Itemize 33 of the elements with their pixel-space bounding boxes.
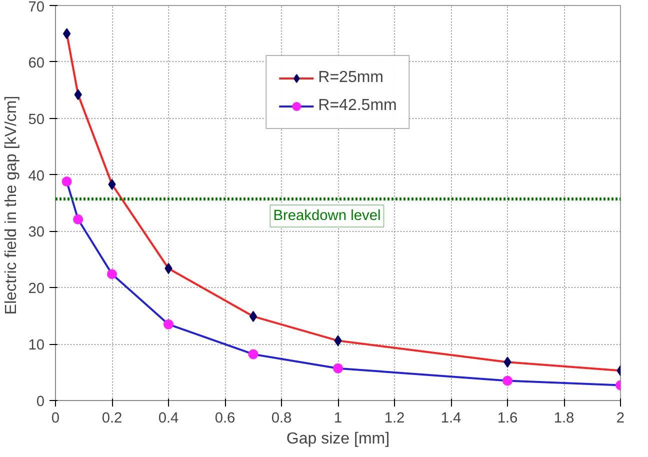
point [62,28,71,40]
y-axis-title: Electric field in the gap [kV/cm] [3,96,20,315]
x-tick-label: 2 [616,410,625,426]
x-tick-label: 0.4 [158,410,179,426]
y-tick-label: 60 [28,55,45,72]
x-tick-label: 1.8 [554,410,574,426]
point [164,319,174,330]
x-axis-title: Gap size [mm] [286,430,390,448]
point [73,214,84,224]
point [107,269,117,280]
x-tick-label: 1 [334,410,342,426]
y-tick-label: 40 [28,168,45,184]
ref-line-label: Breakdown level [273,208,381,224]
y-tick-label: 20 [28,281,45,298]
point [249,310,258,322]
x-tick-label: 0.6 [214,410,236,426]
x-tick-label: 1.6 [497,410,518,426]
point [62,176,72,187]
y-tick-label: 50 [28,112,45,128]
x-tick-label: 1.2 [384,410,405,426]
point [248,349,258,360]
point [333,363,343,374]
point [502,376,512,386]
y-tick-label: 0 [36,394,45,410]
legend-label: R=42.5mm [318,97,397,115]
x-tick-label: 1.4 [440,410,462,426]
x-tick-label: 0 [51,410,60,426]
x-tick-label: 0.2 [102,410,122,426]
y-tick-label: 70 [28,0,45,16]
x-tick-label: 0.8 [271,410,292,426]
y-tick-label: 30 [28,224,45,241]
legend-label: R=25mm [318,69,384,87]
y-tick-label: 10 [28,338,45,354]
